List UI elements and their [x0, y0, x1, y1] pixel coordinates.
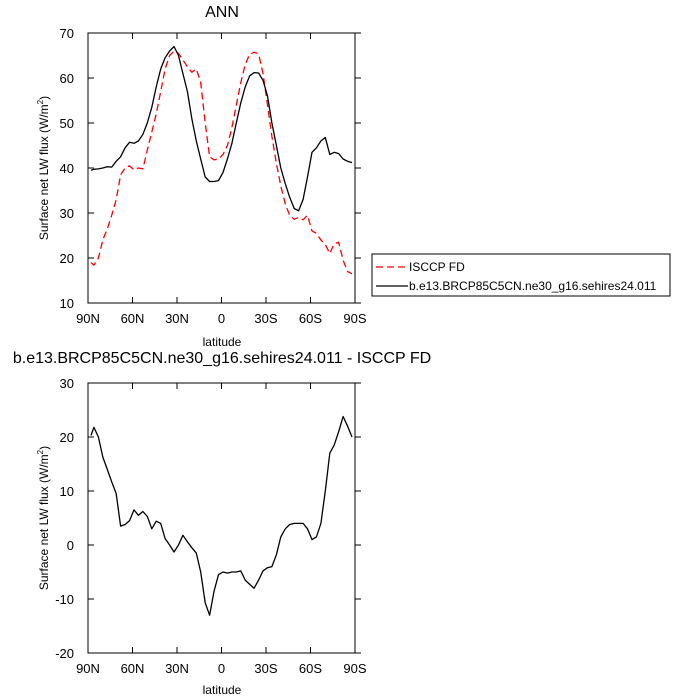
chart-1-y-axis-label-main: Surface net LW flux (W/m	[37, 104, 51, 240]
y-tick-label: -10	[55, 592, 74, 607]
x-tick-label: 90N	[76, 311, 100, 326]
chart-2-title: b.e13.BRCP85C5CN.ne30_g16.sehires24.011 …	[13, 350, 431, 367]
y-tick-label: 50	[60, 116, 74, 131]
y-tick-label: 70	[60, 26, 74, 41]
chart-2-x-ticks: 90N 60N 30N 0 30S 60S 90S	[76, 383, 367, 676]
chart-1-x-ticks: 90N 60N 30N 0 30S 60S 90S	[76, 33, 367, 326]
chart-1-legend: ISCCP FD b.e13.BRCP85C5CN.ne30_g16.sehir…	[371, 253, 671, 297]
series-line-1	[90, 45, 353, 212]
chart-1-y-axis-label-sup: 2	[36, 99, 45, 104]
y-tick-label: 10	[60, 296, 74, 311]
chart-1-y-axis-label: Surface net LW flux (W/m2)	[36, 96, 51, 240]
chart-2-y-axis-label: Surface net LW flux (W/m2)	[36, 446, 51, 590]
chart-2-y-ticks: -20 -10 0 10 20 30	[55, 376, 361, 661]
y-tick-label: 30	[60, 376, 74, 391]
x-tick-label: 90N	[76, 661, 100, 676]
chart-1-y-axis-label-end: )	[37, 96, 51, 100]
y-tick-label: 20	[60, 430, 74, 445]
chart-2: b.e13.BRCP85C5CN.ne30_g16.sehires24.011 …	[13, 350, 431, 697]
x-tick-label: 0	[218, 661, 225, 676]
x-tick-label: 60N	[121, 311, 145, 326]
x-tick-label: 0	[218, 311, 225, 326]
chart-1-x-axis-label: latitude	[203, 335, 242, 349]
x-tick-label: 30N	[165, 661, 189, 676]
legend-label-model: b.e13.BRCP85C5CN.ne30_g16.sehires24.011	[409, 279, 657, 293]
x-tick-label: 30N	[165, 311, 189, 326]
series-line-0	[90, 415, 353, 616]
y-tick-label: 60	[60, 71, 74, 86]
chart-2-x-axis-label: latitude	[203, 683, 242, 697]
chart-2-y-axis-label-end: )	[37, 446, 51, 450]
x-tick-label: 90S	[343, 311, 366, 326]
x-tick-label: 60S	[299, 661, 322, 676]
x-tick-label: 30S	[254, 661, 277, 676]
x-tick-label: 60S	[299, 311, 322, 326]
chart-1-plot-frame	[87, 32, 356, 304]
chart-2-plot-frame	[87, 382, 356, 654]
chart-2-y-axis-label-main: Surface net LW flux (W/m	[37, 454, 51, 590]
y-tick-label: 0	[67, 538, 74, 553]
y-tick-label: 10	[60, 484, 74, 499]
x-tick-label: 60N	[121, 661, 145, 676]
legend-label-isccp: ISCCP FD	[409, 260, 465, 274]
chart-1: ANN 90N 60N 30N 0 30S 60S 90S 10 20 30 40 50 60 70 l…	[36, 4, 367, 349]
chart-2-y-axis-label-sup: 2	[36, 449, 45, 454]
y-tick-label: -20	[55, 646, 74, 661]
chart-2-plot-layer	[90, 415, 353, 616]
y-tick-label: 30	[60, 206, 74, 221]
x-tick-label: 90S	[343, 661, 366, 676]
chart-1-title: ANN	[205, 4, 239, 21]
legend-box	[371, 253, 671, 297]
y-tick-label: 40	[60, 161, 74, 176]
y-tick-label: 20	[60, 251, 74, 266]
chart-1-plot-layer	[90, 45, 353, 275]
series-line-0	[90, 50, 353, 275]
x-tick-label: 30S	[254, 311, 277, 326]
chart-1-y-ticks: 10 20 30 40 50 60 70	[60, 26, 361, 311]
